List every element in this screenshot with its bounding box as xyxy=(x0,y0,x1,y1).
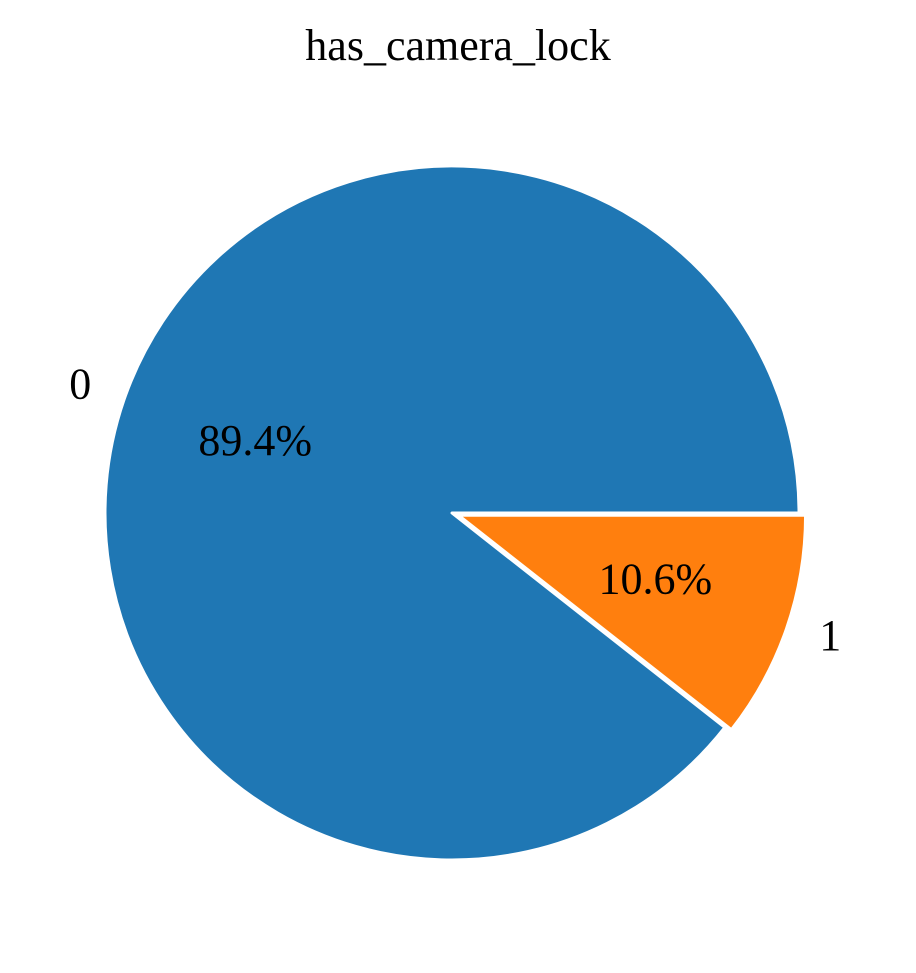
category-label-1: 1 xyxy=(819,611,841,660)
pie-slices xyxy=(103,164,808,862)
chart-title: has_camera_lock xyxy=(305,21,610,70)
percent-label-1: 10.6% xyxy=(598,554,712,603)
percent-label-0: 89.4% xyxy=(198,416,312,465)
pie-slice-1 xyxy=(457,513,808,732)
pie-slice-0 xyxy=(103,164,801,862)
pie-labels: 0 89.4% 1 10.6% xyxy=(69,359,841,660)
category-label-0: 0 xyxy=(69,359,91,408)
